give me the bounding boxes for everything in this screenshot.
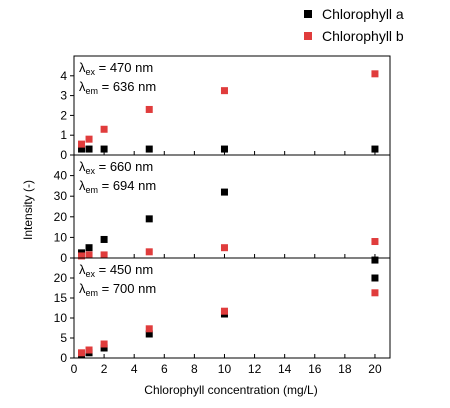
y-tick-label: 0 xyxy=(60,251,67,265)
x-tick-label: 14 xyxy=(278,362,292,376)
x-tick-label: 10 xyxy=(218,362,232,376)
panel: 0 5 10 15 20 λex = 450 nm λem = 700 nm xyxy=(54,257,391,365)
x-tick-label: 0 xyxy=(71,362,78,376)
x-tick-label: 12 xyxy=(248,362,262,376)
point-chlorophyll-b xyxy=(220,307,228,315)
point-chlorophyll-a xyxy=(85,145,93,153)
point-chlorophyll-b xyxy=(145,105,153,113)
point-chlorophyll-b xyxy=(371,289,379,297)
y-tick-label: 30 xyxy=(54,189,68,203)
point-chlorophyll-b xyxy=(85,346,93,354)
point-chlorophyll-a xyxy=(220,145,228,153)
y-tick-label: 10 xyxy=(54,230,68,244)
point-chlorophyll-b xyxy=(220,87,228,95)
point-chlorophyll-b xyxy=(371,238,379,246)
legend-marker xyxy=(304,10,312,18)
wavelength-label: λem = 636 nm xyxy=(79,79,156,96)
point-chlorophyll-b xyxy=(100,251,108,259)
y-tick-label: 20 xyxy=(54,210,68,224)
point-chlorophyll-b xyxy=(85,135,93,143)
wavelength-label: λex = 450 nm xyxy=(79,262,153,279)
point-chlorophyll-a xyxy=(220,188,228,196)
point-chlorophyll-b xyxy=(78,349,86,357)
point-chlorophyll-a xyxy=(100,235,108,243)
point-chlorophyll-a xyxy=(371,145,379,153)
x-tick-label: 4 xyxy=(131,362,138,376)
point-chlorophyll-a xyxy=(145,215,153,223)
x-tick-label: 20 xyxy=(368,362,382,376)
panel-frame xyxy=(73,257,391,359)
point-chlorophyll-b xyxy=(78,140,86,148)
point-chlorophyll-b xyxy=(145,248,153,256)
y-tick-label: 20 xyxy=(54,271,68,285)
wavelength-label: λex = 660 nm xyxy=(79,159,153,176)
x-axis-title: Chlorophyll concentration (mg/L) xyxy=(144,383,317,397)
point-chlorophyll-b xyxy=(145,325,153,333)
point-chlorophyll-b xyxy=(371,70,379,78)
point-chlorophyll-a xyxy=(145,330,153,338)
point-chlorophyll-a xyxy=(100,145,108,153)
chart-panels: 0 1 2 3 4 λex = 470 nm λem = 636 nm 0 10 20 30 40 λe… xyxy=(54,55,391,365)
point-chlorophyll-a xyxy=(78,145,86,153)
x-tick-label: 8 xyxy=(191,362,198,376)
y-tick-label: 3 xyxy=(60,89,67,103)
point-chlorophyll-b xyxy=(78,252,86,260)
y-tick-label: 1 xyxy=(60,128,67,142)
wavelength-label: λem = 700 nm xyxy=(79,281,156,298)
legend-marker xyxy=(304,32,312,40)
y-tick-label: 10 xyxy=(54,311,68,325)
x-tick-label: 18 xyxy=(338,362,352,376)
point-chlorophyll-b xyxy=(85,251,93,259)
point-chlorophyll-a xyxy=(85,244,93,252)
point-chlorophyll-a xyxy=(371,274,379,282)
legend-label: Chlorophyll b xyxy=(322,28,404,44)
point-chlorophyll-a xyxy=(371,256,379,264)
x-tick-label: 2 xyxy=(101,362,108,376)
panel-annotation: λex = 470 nm λem = 636 nm xyxy=(79,60,156,96)
panel: 0 1 2 3 4 λex = 470 nm λem = 636 nm xyxy=(60,55,391,162)
y-axis-title: Intensity (-) xyxy=(21,180,35,240)
y-tick-label: 2 xyxy=(60,108,67,122)
point-chlorophyll-b xyxy=(100,125,108,133)
panel-annotation: λex = 450 nm λem = 700 nm xyxy=(79,262,156,298)
wavelength-label: λex = 470 nm xyxy=(79,60,153,77)
y-tick-label: 4 xyxy=(60,69,67,83)
y-tick-label: 15 xyxy=(54,291,68,305)
legend-label: Chlorophyll a xyxy=(322,6,404,22)
y-tick-label: 0 xyxy=(60,148,67,162)
point-chlorophyll-b xyxy=(220,244,228,252)
panel: 0 10 20 30 40 λex = 660 nm λem = 694 nm xyxy=(54,154,391,265)
x-axis: 0 2 4 6 8 10 12 14 16 18 20 xyxy=(71,362,382,376)
panel-annotation: λex = 660 nm λem = 694 nm xyxy=(79,159,156,195)
y-tick-label: 5 xyxy=(60,331,67,345)
x-tick-label: 6 xyxy=(161,362,168,376)
x-tick-label: 16 xyxy=(308,362,322,376)
wavelength-label: λem = 694 nm xyxy=(79,178,156,195)
y-tick-label: 0 xyxy=(60,351,67,365)
legend: Chlorophyll a Chlorophyll b xyxy=(304,6,404,44)
point-chlorophyll-a xyxy=(100,344,108,352)
y-tick-label: 40 xyxy=(54,169,68,183)
point-chlorophyll-b xyxy=(100,340,108,348)
point-chlorophyll-a xyxy=(145,145,153,153)
